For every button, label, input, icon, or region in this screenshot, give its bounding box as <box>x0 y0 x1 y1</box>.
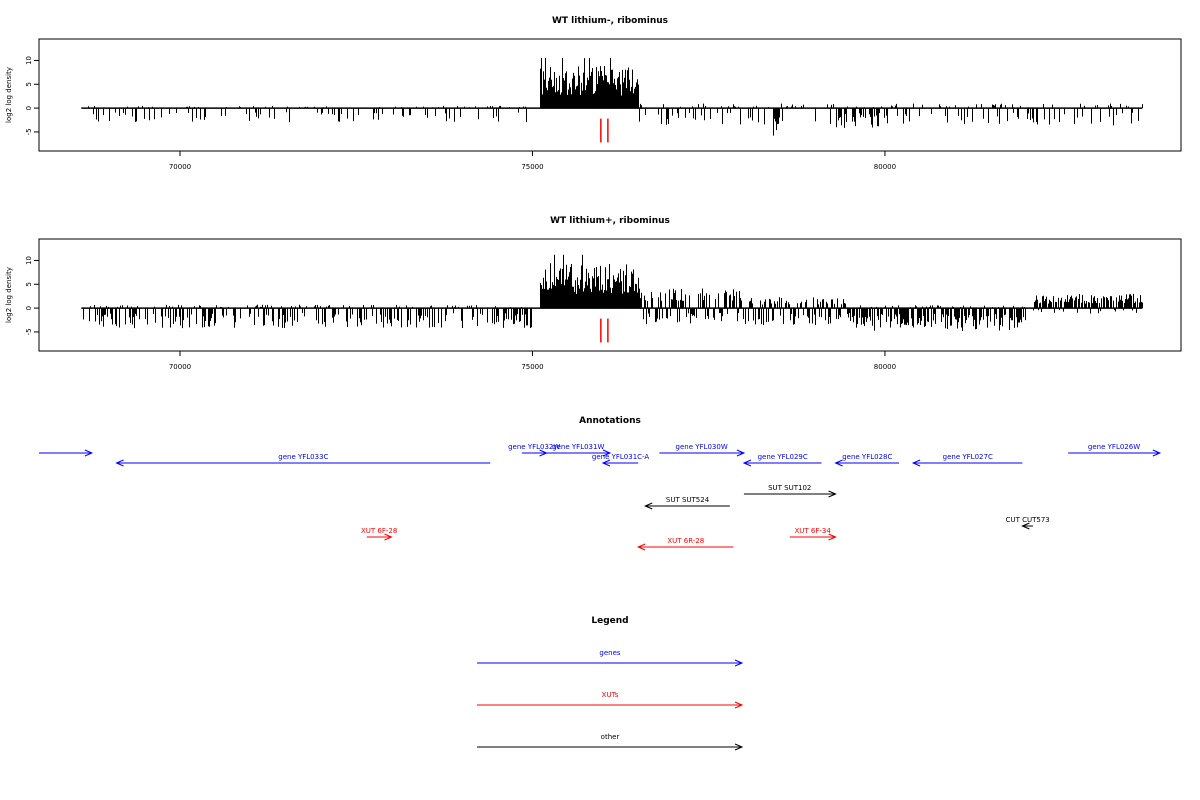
arrow-head <box>828 533 837 541</box>
y-axis: -5 0 5 10 <box>25 56 39 135</box>
y-tick-label: 5 <box>25 282 33 286</box>
feature-label: gene YFL032W <box>508 443 560 451</box>
feature-other: CUT CUT573 <box>1006 516 1050 530</box>
y-axis: -5 0 5 10 <box>25 256 39 335</box>
feature-label: gene YFL033C <box>278 453 328 461</box>
arrow-head <box>834 459 843 467</box>
y-tick-label: 5 <box>25 82 33 86</box>
arrow-head <box>636 543 646 551</box>
feature-gene: gene YFL027C <box>911 453 1023 467</box>
legend: Legend genes XUTs other <box>477 616 744 751</box>
arrow-head <box>734 701 744 709</box>
x-tick-label: 70000 <box>169 363 191 371</box>
y-axis-label: log2 log density <box>5 267 13 323</box>
arrow-head <box>1152 449 1162 457</box>
feature-label: gene YFL031C-A <box>592 453 650 461</box>
feature-gene: gene YFL031C-A <box>592 453 650 467</box>
feature-label: gene YFL027C <box>943 453 993 461</box>
legend-title: Legend <box>591 616 628 626</box>
plot-frame <box>38 38 1182 152</box>
annotations-title: Annotations <box>579 416 641 426</box>
arrow-head <box>736 449 746 457</box>
density-bars <box>81 254 1143 331</box>
feature-gene: gene YFL026W <box>1068 443 1162 457</box>
feature-label: gene YFL028C <box>842 453 892 461</box>
arrow-head <box>734 743 744 751</box>
feature-label: gene YFL029C <box>758 453 808 461</box>
arrow-head <box>1021 522 1030 530</box>
x-tick-label: 75000 <box>521 363 543 371</box>
feature-xut: XUT 6F-34 <box>789 527 837 541</box>
feature-other: SUT SUT524 <box>643 496 730 510</box>
feature-gene: gene YFL028C <box>834 453 900 467</box>
y-tick-label: 10 <box>25 56 33 65</box>
feature-label: gene YFL026W <box>1088 443 1140 451</box>
legend-label: XUTs <box>602 691 619 699</box>
feature-label: gene YFL031W <box>552 443 604 451</box>
track-panel-lithium-minus: WT lithium-, ribominus log2 log density … <box>5 16 1182 171</box>
panel-title: WT lithium-, ribominus <box>552 16 668 26</box>
legend-entry-gene: genes <box>477 649 744 667</box>
arrow-head <box>643 502 653 510</box>
arrow-head <box>384 533 393 541</box>
feature-label: SUT SUT102 <box>768 484 811 492</box>
feature-other: SUT SUT102 <box>743 484 837 498</box>
x-tick-label: 80000 <box>874 363 896 371</box>
track-panel-lithium-plus: WT lithium+, ribominus log2 log density … <box>5 216 1182 371</box>
feature-label: CUT CUT573 <box>1006 516 1050 524</box>
legend-entries: genes XUTs other <box>477 649 744 751</box>
y-tick-label: -5 <box>25 128 33 135</box>
feature-xut: XUT 6F-28 <box>361 527 397 541</box>
feature-gene: gene YFL031W <box>546 443 612 457</box>
feature-label: SUT SUT524 <box>666 496 710 504</box>
density-bars <box>81 58 1143 136</box>
feature-xut: XUT 6R-28 <box>636 537 734 551</box>
arrow-head <box>828 490 837 498</box>
legend-entry-xut: XUTs <box>477 691 744 709</box>
feature-label: XUT 6F-28 <box>361 527 397 535</box>
y-tick-label: 10 <box>25 256 33 265</box>
feature-gene <box>39 449 94 457</box>
feature-gene: gene YFL030W <box>659 443 746 457</box>
marker-lines <box>600 118 609 143</box>
x-tick-label: 70000 <box>169 163 191 171</box>
legend-label: genes <box>599 649 620 657</box>
y-tick-label: -5 <box>25 328 33 335</box>
legend-entry-other: other <box>477 733 744 751</box>
arrow-head <box>742 459 752 467</box>
plot-frame <box>38 238 1182 352</box>
feature-label: gene YFL030W <box>676 443 728 451</box>
arrow-head <box>84 449 94 457</box>
arrow-head <box>911 459 921 467</box>
arrow-head <box>602 449 612 457</box>
legend-label: other <box>601 733 620 741</box>
x-tick-label: 80000 <box>874 163 896 171</box>
marker-lines <box>600 318 609 343</box>
arrow-head <box>601 459 611 467</box>
panel-title: WT lithium+, ribominus <box>550 216 670 226</box>
feature-label: XUT 6F-34 <box>794 527 831 535</box>
x-axis: 70000 75000 80000 <box>169 151 896 171</box>
feature-label: XUT 6R-28 <box>667 537 704 545</box>
arrow-head <box>115 459 124 467</box>
y-axis-label: log2 log density <box>5 67 13 123</box>
y-tick-label: 0 <box>25 306 33 310</box>
x-axis: 70000 75000 80000 <box>169 351 896 371</box>
feature-gene: gene YFL029C <box>742 453 822 467</box>
x-tick-label: 75000 <box>521 163 543 171</box>
y-tick-label: 0 <box>25 106 33 110</box>
arrow-head <box>734 659 744 667</box>
feature-gene: gene YFL033C <box>115 453 491 467</box>
